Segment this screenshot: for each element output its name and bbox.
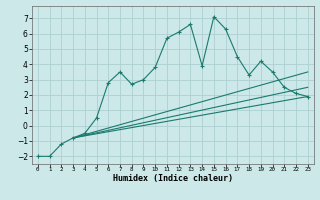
X-axis label: Humidex (Indice chaleur): Humidex (Indice chaleur)	[113, 174, 233, 183]
